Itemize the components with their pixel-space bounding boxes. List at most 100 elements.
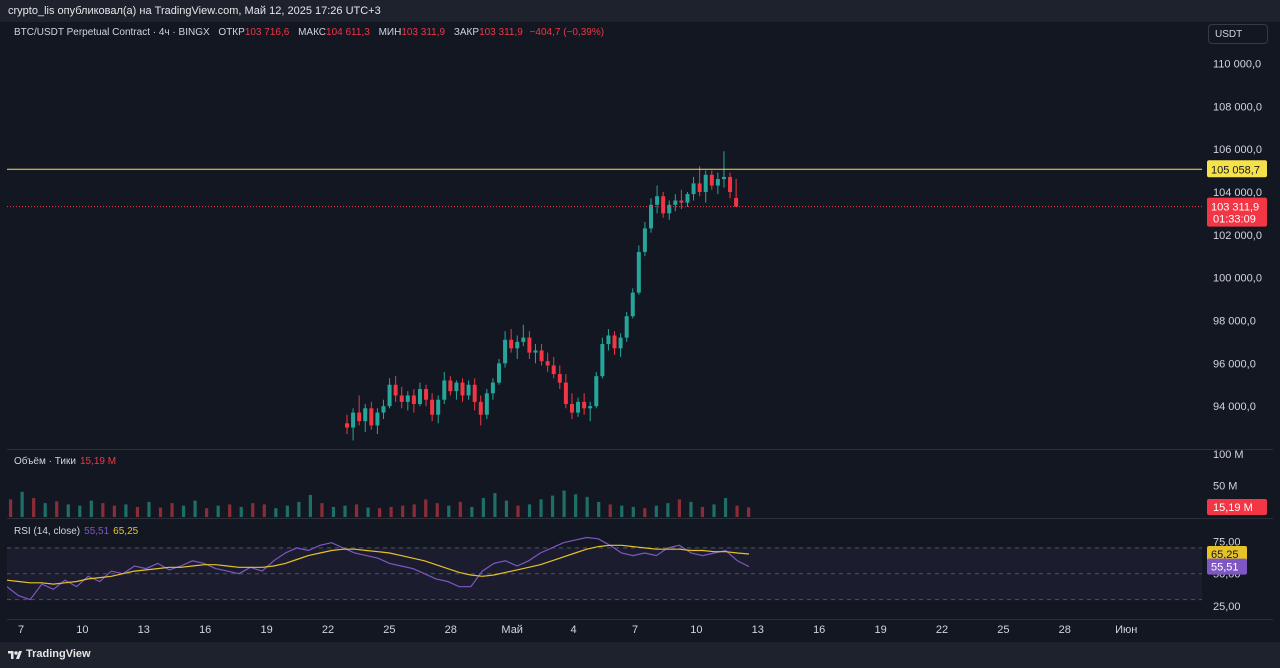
price-tick-label: 106 000,0 [1213, 144, 1262, 156]
volume-bar [308, 494, 313, 517]
rsi-tick-label: 25,00 [1213, 601, 1241, 613]
candle-body [569, 404, 574, 413]
candle-body [497, 363, 501, 383]
volume-bar [239, 506, 243, 517]
time-axis-label: 7 [18, 624, 24, 636]
time-axis-label: 16 [199, 624, 211, 636]
candle-body [600, 344, 605, 377]
candle-body [721, 176, 726, 180]
candle-body [466, 384, 471, 396]
candle-body [557, 374, 562, 383]
volume-bar [147, 501, 151, 517]
candle-body [515, 341, 520, 349]
chart-svg[interactable]: 110 000,0 108 000,0 106 000,0 104 000,0 102 … [6, 22, 1273, 642]
price-tick-label: 104 000,0 [1213, 187, 1262, 199]
volume-bar [101, 503, 105, 517]
time-axis-label: 10 [690, 624, 702, 636]
volume-legend-value: 15,19 M [79, 456, 117, 467]
volume-bar [228, 504, 232, 517]
volume-bar [424, 499, 428, 517]
candle-body [357, 412, 362, 422]
last-price-label: 103 311,9 [1211, 202, 1259, 214]
price-tick-label: 110 000,0 [1213, 58, 1261, 70]
chart-area[interactable]: 110 000,0 108 000,0 106 000,0 104 000,0 102 … [6, 22, 1273, 642]
candle-body [399, 395, 404, 402]
candle-body [490, 382, 495, 394]
volume-bar [654, 505, 658, 517]
volume-bar [135, 506, 140, 517]
volume-bar [677, 499, 682, 517]
volume-bar [297, 501, 301, 517]
open-label: ОТКР [218, 27, 245, 38]
candle-body [685, 194, 690, 203]
close-value: 103 311,9 [479, 27, 523, 38]
rsi-legend[interactable]: RSI (14, close) 55,51 65,25 [14, 526, 138, 537]
footer-brand[interactable]: TradingView [26, 648, 91, 660]
volume-bar [251, 503, 255, 517]
open-value: 103 716,6 [244, 27, 290, 38]
change-value: −404,7 (−0,39%) [529, 27, 605, 38]
candle-body [454, 382, 459, 392]
candle-body [381, 406, 386, 413]
volume-bar [435, 503, 439, 517]
currency-button[interactable]: USDT [1208, 24, 1268, 44]
volume-bar [78, 505, 82, 517]
volume-bar [285, 505, 289, 517]
candle-body [703, 174, 708, 192]
candle-body [588, 406, 593, 409]
candle-body [709, 174, 714, 186]
time-axis-label: 13 [752, 624, 764, 636]
volume-bar [9, 499, 13, 517]
candle-body [442, 380, 447, 400]
price-tick-label: 102 000,0 [1213, 230, 1262, 242]
candle-body [545, 361, 550, 366]
volume-bar [262, 504, 266, 517]
volume-bar [643, 508, 647, 517]
candle-body [642, 228, 647, 252]
level-price-label: 105 058,7 [1211, 164, 1260, 176]
volume-legend[interactable]: Объём · Тики 15,19 M [14, 456, 116, 467]
price-tick-label: 94 000,0 [1213, 401, 1256, 413]
volume-bar [366, 507, 370, 517]
volume-bar [320, 503, 324, 517]
tradingview-logo-icon[interactable] [8, 649, 22, 661]
candle-body [673, 200, 678, 205]
volume-bar [470, 506, 474, 517]
time-axis-label: Май [501, 624, 523, 636]
time-axis-label: 28 [1059, 624, 1071, 636]
candle-body [728, 176, 733, 192]
candle-body [503, 339, 508, 364]
volume-last-badge [1207, 499, 1267, 515]
last-price-badge [1207, 197, 1267, 227]
symbol-name[interactable]: BTC/USDT Perpetual Contract · 4ч · BINGX [14, 27, 210, 38]
volume-bar [458, 501, 462, 517]
time-axis-label: 7 [632, 624, 638, 636]
candle-body [345, 423, 349, 428]
candle-body [430, 399, 435, 415]
volume-bar [193, 500, 197, 517]
symbol-legend: BTC/USDT Perpetual Contract · 4ч · BINGX… [14, 27, 604, 38]
volume-last-label: 15,19 M [1213, 502, 1253, 514]
volume-bar [550, 495, 555, 517]
candle-body [460, 382, 465, 396]
price-tick-label: 96 000,0 [1213, 358, 1256, 370]
candle-body [734, 198, 739, 207]
volume-bar [504, 500, 509, 517]
high-value: 104 611,3 [326, 27, 370, 38]
candle-body [636, 251, 641, 293]
candle-body [363, 408, 368, 422]
rsi-ma-legend-value: 65,25 [113, 526, 139, 537]
candle-body [618, 337, 623, 349]
price-tick-label: 108 000,0 [1213, 101, 1262, 113]
candle-body [661, 196, 666, 214]
candle-body [594, 376, 599, 407]
candle-body [351, 412, 356, 428]
candle-body [436, 399, 441, 415]
candle-body [539, 350, 544, 362]
volume-bar [274, 508, 278, 517]
candle-body [411, 395, 416, 405]
rsi-ma-line [6, 544, 750, 585]
candle-body [387, 384, 392, 407]
volume-bar [620, 505, 624, 517]
candle-body [655, 196, 660, 205]
